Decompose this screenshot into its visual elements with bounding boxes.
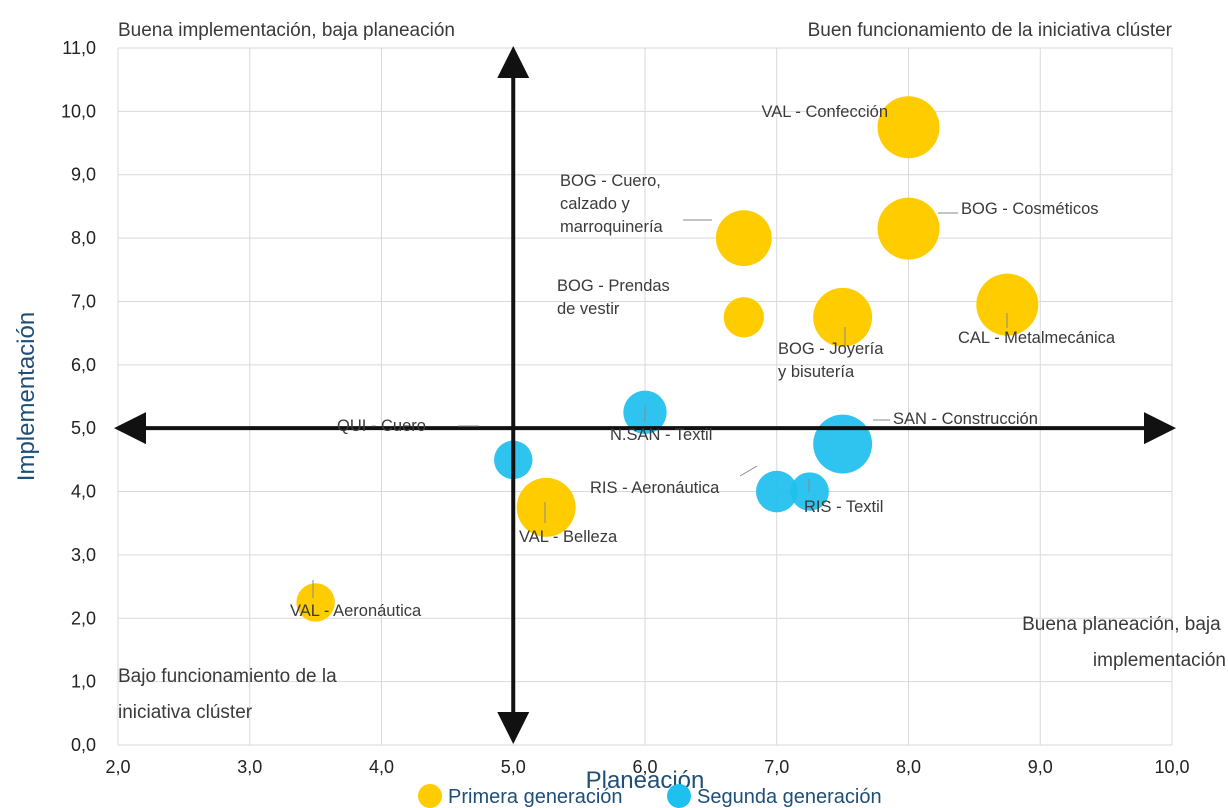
x-tick-label: 2,0 bbox=[105, 757, 130, 777]
bubble-point bbox=[877, 96, 940, 159]
bubble-point bbox=[813, 414, 873, 474]
x-tick-label: 10,0 bbox=[1154, 757, 1189, 777]
leader-line bbox=[739, 465, 758, 477]
bubble-label: VAL - Belleza bbox=[519, 528, 618, 546]
quadrant-label-bottom-left: Bajo funcionamiento de la iniciativa clú… bbox=[118, 666, 342, 723]
bubble-label: SAN - Construcción bbox=[893, 410, 1038, 428]
y-tick-label: 0,0 bbox=[71, 735, 96, 755]
x-tick-label: 6,0 bbox=[632, 757, 657, 777]
bubble-point bbox=[296, 583, 335, 622]
y-tick-label: 3,0 bbox=[71, 545, 96, 565]
bubble-label: RIS - Aeronáutica bbox=[590, 479, 720, 497]
legend: Primera generación Segunda generación bbox=[418, 784, 882, 808]
y-tick-label: 4,0 bbox=[71, 482, 96, 502]
y-tick-label: 2,0 bbox=[71, 608, 96, 628]
bubble-label: QUI - Cuero bbox=[337, 417, 426, 435]
bubble-point bbox=[516, 477, 576, 537]
y-tick-label: 10,0 bbox=[61, 101, 96, 121]
bubble-point bbox=[723, 297, 764, 338]
legend-label: Segunda generación bbox=[697, 786, 882, 808]
y-axis-title: Implementación bbox=[13, 312, 40, 481]
bubble-point bbox=[790, 472, 829, 511]
x-tick-label: 7,0 bbox=[764, 757, 789, 777]
bubble-labels: VAL - Confección BOG - Cosméticos BOG - Cu… bbox=[290, 103, 1116, 620]
bubble-label: VAL - Confección bbox=[761, 103, 888, 121]
bubble-label: VAL - Aeronáutica bbox=[290, 602, 422, 620]
bubble-label: BOG - Cuero, calzado y marroquinería bbox=[560, 172, 664, 236]
x-tick-label: 3,0 bbox=[237, 757, 262, 777]
x-tick-label: 4,0 bbox=[369, 757, 394, 777]
y-tick-label: 7,0 bbox=[71, 291, 96, 311]
bubble-label: BOG - Prendas de vestir bbox=[557, 277, 670, 318]
y-tick-label: 9,0 bbox=[71, 165, 96, 185]
bubble-label: BOG - Joyería y bisutería bbox=[778, 340, 884, 381]
x-tick-label: 9,0 bbox=[1028, 757, 1053, 777]
quadrant-arrows bbox=[114, 46, 1176, 744]
x-tick-label: 8,0 bbox=[896, 757, 921, 777]
bubble-label: BOG - Cosméticos bbox=[961, 200, 1099, 218]
legend-swatch bbox=[667, 784, 691, 808]
bubble-point bbox=[877, 197, 940, 260]
quadrant-label-top-left: Buena implementación, baja planeación bbox=[118, 20, 455, 41]
bubble-point bbox=[813, 287, 873, 347]
gridlines bbox=[117, 47, 1173, 746]
y-tick-label: 11,0 bbox=[62, 38, 96, 58]
y-tick-label: 8,0 bbox=[71, 228, 96, 248]
tick-labels: 2,0 3,0 4,0 5,0 6,0 7,0 8,0 9,0 10,0 0,0 1,0 2,0 3,0… bbox=[61, 38, 1190, 777]
legend-label: Primera generación bbox=[448, 786, 623, 808]
quadrant-label-top-right: Buen funcionamiento de la iniciativa clú… bbox=[808, 20, 1173, 41]
bubble-point bbox=[976, 273, 1039, 336]
bubble-point bbox=[715, 210, 772, 266]
y-tick-label: 6,0 bbox=[71, 355, 96, 375]
bubble-label: N.SAN - Textil bbox=[610, 426, 712, 444]
bubble-point bbox=[755, 470, 798, 513]
legend-swatch bbox=[418, 784, 442, 808]
quadrant-label-bottom-right: Buena planeación, baja implementación bbox=[1022, 614, 1226, 671]
y-tick-label: 1,0 bbox=[71, 672, 96, 692]
y-tick-label: 5,0 bbox=[71, 418, 96, 438]
x-tick-label: 5,0 bbox=[501, 757, 526, 777]
bubble-label: RIS - Textil bbox=[804, 498, 883, 516]
bubble-label: CAL - Metalmecánica bbox=[958, 329, 1116, 347]
